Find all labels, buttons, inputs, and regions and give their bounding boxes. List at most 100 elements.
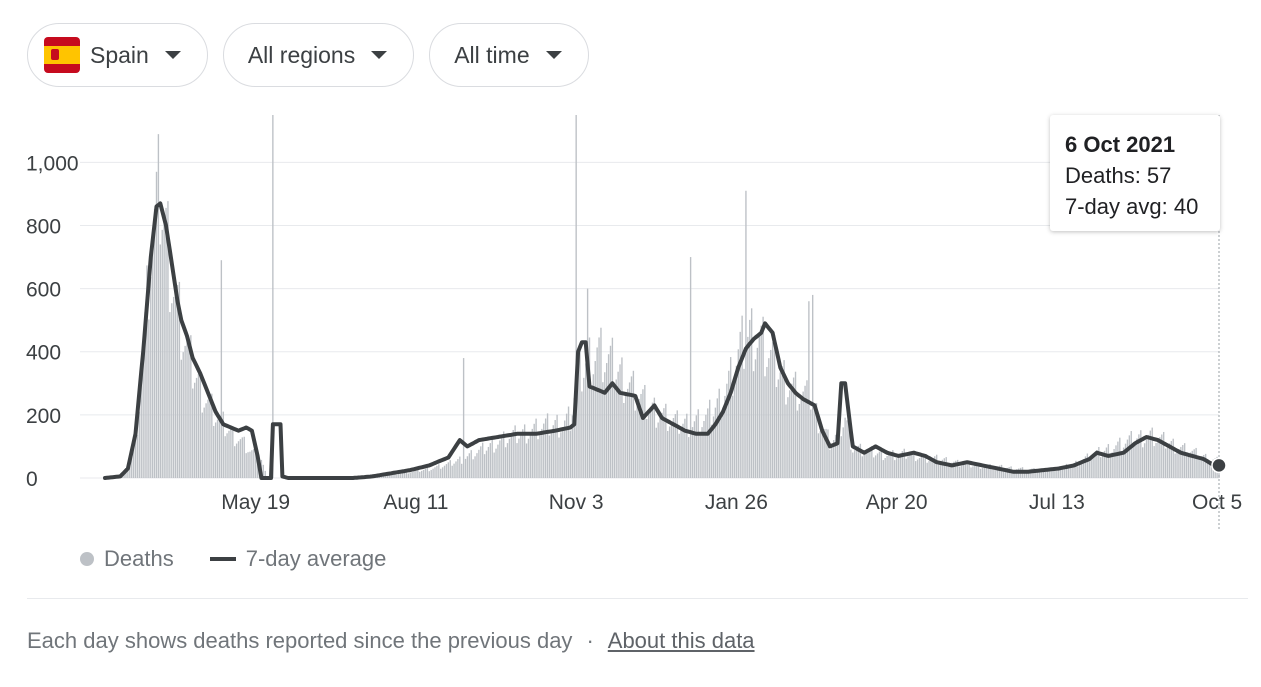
deaths-bar xyxy=(501,436,503,478)
deaths-bar xyxy=(1124,443,1127,478)
deaths-bar xyxy=(630,376,633,478)
deaths-bar xyxy=(834,434,837,478)
deaths-bar xyxy=(729,357,732,478)
deaths-bar xyxy=(409,472,411,478)
deaths-bar xyxy=(953,461,955,478)
deaths-bar xyxy=(1204,453,1207,478)
deaths-bar xyxy=(1132,446,1134,478)
deaths-bar xyxy=(968,461,970,478)
deaths-bar xyxy=(428,471,430,478)
flag-stripe-top xyxy=(44,37,80,46)
flag-stripe-bottom xyxy=(44,64,80,73)
deaths-bar xyxy=(815,402,818,478)
deaths-bar xyxy=(272,115,274,478)
time-range-dropdown[interactable]: All time xyxy=(429,23,589,87)
deaths-bar xyxy=(426,467,429,478)
deaths-bar xyxy=(712,416,715,478)
deaths-bar xyxy=(796,410,799,478)
deaths-bar xyxy=(411,471,413,478)
deaths-bar xyxy=(831,444,833,478)
deaths-bar xyxy=(192,388,194,478)
deaths-bar xyxy=(684,418,686,478)
deaths-bar xyxy=(420,470,423,478)
deaths-bar xyxy=(211,393,213,478)
deaths-bar xyxy=(384,474,387,478)
deaths-bar xyxy=(888,453,890,478)
deaths-bar xyxy=(913,450,915,478)
deaths-bar xyxy=(987,464,989,478)
deaths-bar xyxy=(598,337,600,478)
deaths-bar xyxy=(1098,446,1100,478)
deaths-bar xyxy=(255,447,257,478)
deaths-bar xyxy=(1042,468,1045,478)
deaths-bar xyxy=(396,474,398,478)
deaths-bar xyxy=(869,447,871,478)
region-dropdown[interactable]: All regions xyxy=(222,23,415,87)
country-label: Spain xyxy=(90,41,149,68)
deaths-bar xyxy=(253,449,255,478)
deaths-bar xyxy=(646,418,648,478)
deaths-bar xyxy=(438,464,440,478)
deaths-bar xyxy=(1059,468,1062,478)
deaths-bar xyxy=(220,260,223,478)
deaths-bar xyxy=(1180,446,1182,478)
deaths-bar xyxy=(1147,434,1150,478)
deaths-bar xyxy=(1134,442,1136,478)
deaths-bar xyxy=(1109,455,1111,478)
deaths-chart[interactable]: 0 200 400 600 800 1,000 May 19 Aug 11 Nov 3 Jan 2… xyxy=(0,100,1261,540)
deaths-bar xyxy=(733,381,736,478)
deaths-bar xyxy=(1073,463,1075,478)
deaths-bar xyxy=(506,443,509,478)
deaths-bar xyxy=(804,385,806,478)
deaths-bar xyxy=(216,419,219,478)
deaths-bar xyxy=(184,345,186,478)
deaths-bar xyxy=(1197,458,1199,478)
deaths-bar xyxy=(976,464,978,478)
deaths-bar xyxy=(525,443,528,478)
deaths-bar xyxy=(894,460,896,478)
deaths-bar xyxy=(995,467,997,478)
deaths-bar xyxy=(993,468,995,478)
deaths-bar xyxy=(743,368,745,478)
deaths-bar xyxy=(758,336,760,478)
deaths-bar xyxy=(1080,461,1083,478)
deaths-bar xyxy=(794,371,797,478)
deaths-bar xyxy=(1027,469,1029,478)
deaths-bar xyxy=(945,457,947,478)
deaths-bar xyxy=(762,316,764,478)
deaths-bar xyxy=(1014,469,1016,478)
x-tick-label: Nov 3 xyxy=(549,491,604,514)
deaths-bar xyxy=(935,454,938,478)
deaths-bar xyxy=(659,417,661,478)
deaths-bar xyxy=(747,336,749,478)
deaths-bar xyxy=(638,399,640,478)
deaths-bar xyxy=(249,451,251,478)
deaths-bar xyxy=(1075,460,1077,478)
deaths-bar xyxy=(937,462,940,478)
deaths-bar xyxy=(262,464,265,478)
deaths-bar xyxy=(440,468,442,478)
deaths-bar xyxy=(651,402,654,478)
deaths-bar xyxy=(1174,453,1176,478)
country-dropdown[interactable]: Spain xyxy=(27,23,208,87)
deaths-bar xyxy=(523,424,526,478)
deaths-bar xyxy=(964,463,966,478)
tooltip-date: 6 Oct 2021 xyxy=(1065,132,1176,157)
deaths-bar xyxy=(829,449,831,478)
about-data-link[interactable]: About this data xyxy=(607,628,755,653)
deaths-bar xyxy=(901,451,904,478)
deaths-bar xyxy=(472,459,474,478)
deaths-bar xyxy=(1126,439,1129,478)
y-tick-label: 800 xyxy=(26,215,61,238)
deaths-bar xyxy=(1088,461,1090,478)
deaths-bar xyxy=(417,468,419,478)
flag-emblem xyxy=(51,49,59,60)
deaths-bar xyxy=(676,410,678,478)
deaths-bar xyxy=(522,429,524,478)
deaths-bar xyxy=(449,460,451,478)
deaths-bar xyxy=(716,398,719,478)
footer: Each day shows deaths reported since the… xyxy=(27,628,755,654)
deaths-bar xyxy=(1199,457,1201,478)
deaths-bar xyxy=(218,417,221,478)
deaths-bar xyxy=(810,409,812,478)
